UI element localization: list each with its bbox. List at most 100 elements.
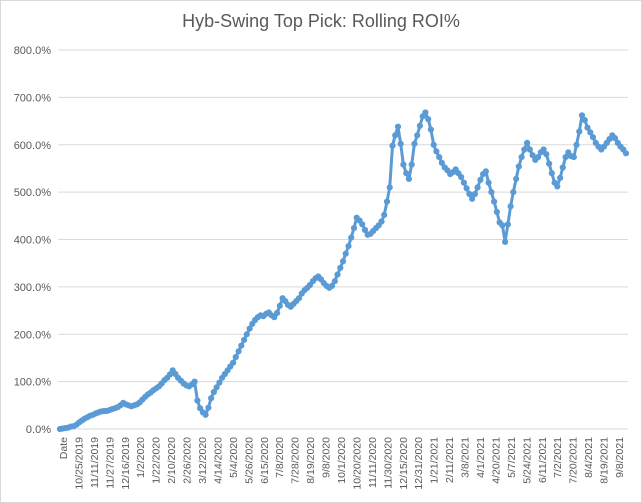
data-point <box>460 179 467 186</box>
data-point <box>576 128 583 135</box>
x-tick-label: 10/25/2019 <box>73 437 85 490</box>
x-tick-label: 8/19/2020 <box>305 437 317 484</box>
x-tick-label: 4/14/2020 <box>212 437 224 484</box>
data-point <box>573 141 580 148</box>
data-point <box>477 176 484 183</box>
x-tick-label: 5/26/2020 <box>243 437 255 484</box>
data-point <box>535 154 542 161</box>
data-point <box>414 132 421 139</box>
data-point <box>350 225 358 232</box>
data-point <box>408 161 415 168</box>
data-point <box>328 282 336 289</box>
data-point <box>295 295 303 302</box>
data-point <box>232 353 239 361</box>
data-point <box>345 243 352 250</box>
y-axis-tick-labels: 0.0% 100.0% 200.0% 300.0% 400.0% 500.0% 600.0%… <box>14 45 52 436</box>
data-point <box>543 151 550 158</box>
data-point <box>361 226 369 234</box>
data-point <box>378 218 385 225</box>
x-tick-label: 10/1/2020 <box>336 437 348 484</box>
data-point <box>210 388 217 396</box>
x-tick-label: 10/20/2020 <box>351 437 363 490</box>
data-point <box>458 173 465 181</box>
data-point <box>510 189 517 196</box>
data-point <box>191 378 198 385</box>
data-point <box>392 132 399 139</box>
x-tick-label: 11/11/2019 <box>89 437 101 488</box>
data-point <box>433 148 440 155</box>
gridlines <box>58 49 628 430</box>
roi-series <box>56 109 630 433</box>
x-tick-label: 12/31/2020 <box>413 437 425 490</box>
x-tick-label: 5/24/2021 <box>521 437 533 484</box>
y-tick-label: 400.0% <box>14 235 52 247</box>
data-point <box>416 122 423 129</box>
x-tick-label: 1/2/2020 <box>135 437 147 478</box>
x-tick-label: 12/15/2020 <box>398 437 410 490</box>
x-tick-label: 8/19/2021 <box>599 437 611 484</box>
data-point <box>342 250 349 257</box>
data-point <box>499 222 506 229</box>
data-point <box>526 146 533 153</box>
data-point <box>482 168 489 175</box>
data-point <box>337 264 344 271</box>
y-tick-label: 0.0% <box>26 424 51 436</box>
x-tick-label: 7/28/2020 <box>290 437 302 484</box>
data-point <box>381 211 388 218</box>
data-point <box>463 185 470 192</box>
data-point <box>438 159 445 166</box>
y-tick-label: 700.0% <box>14 92 52 104</box>
data-point <box>271 314 278 321</box>
data-point <box>235 348 242 355</box>
x-axis-tick-labels: Date 10/25/2019 11/11/2019 11/27/2019 12/16/… <box>58 437 626 490</box>
data-point <box>587 129 594 136</box>
data-point <box>559 164 566 171</box>
y-tick-label: 800.0% <box>14 45 52 57</box>
data-point <box>359 221 366 228</box>
x-tick-label: 6/15/2020 <box>259 437 271 484</box>
x-tick-label: 7/2/2021 <box>552 437 564 478</box>
data-point <box>383 198 391 205</box>
data-point <box>425 116 432 123</box>
data-point <box>216 379 223 386</box>
data-point <box>502 238 509 245</box>
x-tick-label: 7/20/2021 <box>568 437 580 484</box>
y-tick-label: 500.0% <box>14 187 52 199</box>
data-point <box>208 395 215 402</box>
data-point <box>493 208 500 216</box>
data-point <box>471 190 478 198</box>
data-point <box>194 397 201 404</box>
x-tick-label: 12/16/2019 <box>120 437 132 490</box>
data-point <box>205 404 212 411</box>
data-point <box>230 359 237 366</box>
x-tick-label: 9/8/2020 <box>321 437 333 478</box>
data-point <box>611 135 619 142</box>
data-point <box>427 126 434 133</box>
data-point <box>331 278 338 285</box>
data-point <box>339 258 347 265</box>
data-point <box>238 342 245 349</box>
x-tick-label: 3/12/2020 <box>197 437 209 484</box>
data-point <box>504 221 511 228</box>
data-point <box>430 141 437 148</box>
x-tick-label: 11/27/2019 <box>104 437 116 489</box>
data-point <box>422 109 429 116</box>
y-tick-label: 300.0% <box>14 282 52 294</box>
x-tick-label: 2/10/2020 <box>166 437 178 484</box>
data-point <box>202 411 209 418</box>
data-point <box>400 161 407 168</box>
x-tick-label: 7/8/2020 <box>274 437 286 478</box>
data-point <box>622 150 630 157</box>
chart-title: Hyb-Swing Top Pick: Rolling ROI% <box>182 11 460 31</box>
data-point <box>518 154 525 161</box>
data-point <box>491 198 498 205</box>
y-tick-label: 200.0% <box>14 329 52 341</box>
data-point <box>524 139 531 146</box>
data-point <box>562 154 569 161</box>
data-point <box>197 405 204 412</box>
data-point <box>474 184 481 191</box>
data-point <box>394 123 402 130</box>
data-point <box>557 174 564 181</box>
data-point <box>466 190 473 198</box>
